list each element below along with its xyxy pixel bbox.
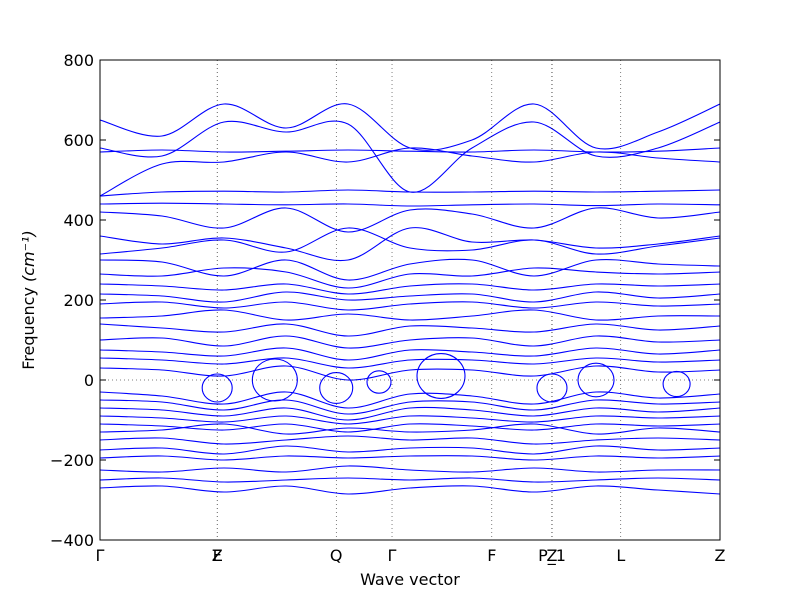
y-tick-label: 0 (84, 371, 94, 390)
band-line (100, 227, 720, 255)
band-line (100, 423, 720, 435)
band-line (100, 455, 720, 461)
band-loop (662, 370, 691, 398)
band-line (100, 301, 720, 311)
band-line (100, 258, 720, 281)
band-line (100, 357, 720, 369)
band-line (100, 283, 720, 295)
x-tick-label: Q (330, 546, 343, 565)
y-tick-label: −200 (50, 451, 94, 470)
x-tick-label: P_1 (538, 546, 566, 566)
y-axis-label: Frequency (cm⁻¹) (19, 230, 38, 369)
band-line (100, 477, 720, 483)
band-line (100, 423, 720, 433)
qpoint-divider-lines (216, 60, 622, 540)
band-line (100, 207, 720, 233)
y-tick-label: 200 (63, 291, 94, 310)
x-tick-label: L (616, 546, 625, 565)
band-loop (416, 353, 466, 399)
band-line (100, 323, 720, 337)
band-loop (366, 370, 392, 394)
band-loop (577, 362, 615, 398)
band-lines-group (100, 103, 720, 495)
y-axis-label-name: Frequency (19, 287, 38, 370)
x-tick-label: Z (212, 546, 223, 565)
x-axis-ticks: Γ ZF Q Γ F P_1Z L Z (96, 546, 726, 566)
y-tick-label: −400 (50, 531, 94, 550)
x-axis-label: Wave vector (360, 570, 460, 589)
x-tick-label: Γ (96, 546, 105, 565)
x-tick-label: F (213, 546, 222, 565)
band-line (100, 465, 720, 473)
y-tick-label: 600 (63, 131, 94, 150)
band-line (100, 406, 720, 421)
band-line (100, 202, 720, 207)
y-axis-ticks: 800 600 400 200 0 −200 −400 (50, 51, 720, 550)
band-loop (201, 373, 233, 403)
band-line (100, 309, 720, 321)
x-tick-label: Z (546, 546, 557, 565)
band-line (100, 147, 720, 153)
y-tick-label: 800 (63, 51, 94, 70)
band-loop (536, 373, 568, 403)
x-tick-label: Γ (388, 546, 397, 565)
band-line (100, 227, 720, 262)
band-line (100, 415, 720, 425)
band-line (100, 445, 720, 455)
band-line (100, 267, 720, 289)
y-axis-label-unit: (cm⁻¹) (19, 230, 38, 282)
band-line (100, 335, 720, 349)
band-line (100, 399, 720, 415)
band-line (100, 347, 720, 361)
x-tick-label: F (487, 546, 496, 565)
band-line (100, 291, 720, 303)
band-line (100, 365, 720, 381)
band-line (100, 435, 720, 445)
band-line (100, 485, 720, 495)
band-line (100, 120, 720, 193)
y-tick-label: 400 (63, 211, 94, 230)
x-tick-label: Z (715, 546, 726, 565)
band-line (100, 147, 720, 197)
